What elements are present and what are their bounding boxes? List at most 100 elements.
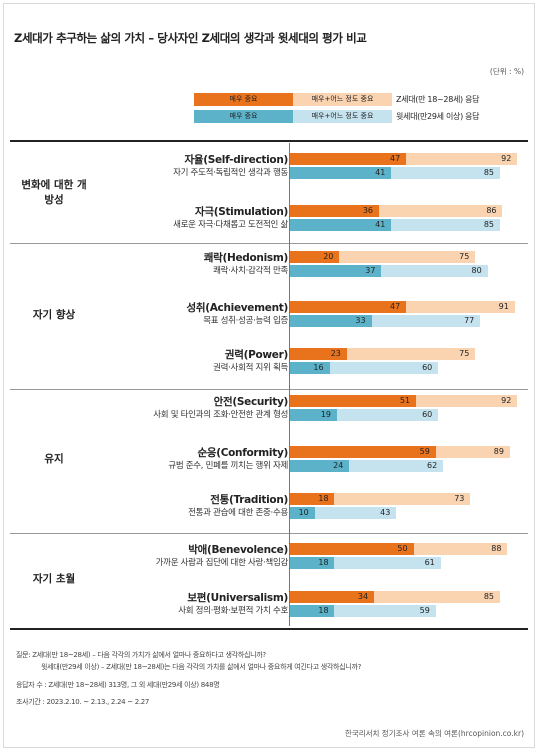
data-label: 18 (318, 494, 329, 503)
data-label: 16 (313, 363, 324, 372)
bar-total (290, 507, 397, 519)
note-period: 조사기간 : 2023.2.10. ~ 2.13., 2.24 ~ 2.27 (16, 698, 150, 706)
data-label: 33 (355, 316, 366, 325)
value-name: 박애(Benevolence) (188, 544, 288, 556)
note-respondents: 응답자 수 : Z세대(만 18~28세) 313명, 그 외 세대(만29세 … (16, 681, 220, 689)
bottom-divider (10, 628, 528, 630)
value-description: 목표 성취·성공·능력 입증 (203, 316, 288, 326)
category-label: 유지 (44, 453, 64, 465)
data-label: 18 (318, 558, 329, 567)
data-label: 41 (375, 220, 386, 229)
category-divider (10, 243, 528, 244)
value-name: 보편(Universalism) (187, 592, 288, 604)
value-description: 쾌락·사치·감각적 만족 (213, 266, 288, 276)
category-label: 자기 향상 (32, 309, 76, 321)
data-label: 10 (298, 508, 309, 517)
bar-very (290, 219, 392, 231)
value-name: 자율(Self-direction) (184, 154, 289, 166)
value-name: 자극(Stimulation) (194, 206, 288, 218)
category-label: 변화에 대한 개방성 (21, 179, 87, 206)
legend-older-very: 매우 중요 (194, 110, 293, 123)
data-label: 37 (365, 266, 376, 275)
bar-very (290, 591, 374, 603)
legend-genz-label: Z세대(만 18~28세) 응답 (396, 95, 480, 104)
data-label: 88 (491, 544, 502, 553)
data-label: 43 (380, 508, 391, 517)
bar-very (290, 205, 379, 217)
bar-very (290, 507, 315, 519)
data-label: 75 (459, 252, 470, 261)
bar-very (290, 251, 340, 263)
data-label: 61 (424, 558, 435, 567)
data-label: 60 (422, 363, 433, 372)
bar-very (290, 153, 407, 165)
value-description: 새로운 자극·다채롭고 도전적인 삶 (173, 220, 288, 230)
data-label: 77 (464, 316, 475, 325)
data-label: 62 (427, 461, 438, 470)
data-label: 50 (397, 544, 408, 553)
top-divider (10, 140, 528, 142)
bar-very (290, 395, 416, 407)
bar-very (290, 301, 407, 313)
chart-frame (3, 3, 535, 748)
value-description: 사회 및 타인과의 조화·안전한 관계 형성 (153, 410, 288, 420)
data-label: 86 (486, 206, 497, 215)
data-label: 47 (389, 154, 401, 163)
bar-very (290, 362, 330, 374)
bar-very (290, 167, 392, 179)
data-label: 41 (375, 168, 386, 177)
value-name: 전통(Tradition) (210, 494, 288, 506)
data-label: 60 (422, 410, 433, 419)
unit-label: (단위 : %) (489, 67, 524, 76)
data-label: 92 (501, 154, 512, 163)
data-label: 89 (493, 447, 504, 456)
data-label: 51 (399, 396, 411, 405)
category-label: 자기 초월 (32, 573, 76, 585)
bar-very (290, 543, 414, 555)
note-question-2: 윗세대(만29세 이상) – Z세대(만 18~28세)는 다음 각각의 가치를… (41, 663, 362, 671)
legend-older-total: 매우+어느 정도 중요 (293, 110, 392, 123)
bar-very (290, 265, 382, 277)
value-description: 가까운 사람과 집단에 대한 사랑·책임감 (155, 558, 289, 568)
data-label: 36 (362, 206, 373, 215)
value-name: 안전(Security) (213, 396, 289, 408)
source-credit: 한국리서치 정기조사 여론 속의 여론(hrcopinion.co.kr) (344, 729, 524, 738)
value-description: 규범 준수, 민폐를 끼치는 행위 자제 (168, 461, 288, 471)
legend-genz-total: 매우+어느 정도 중요 (293, 93, 392, 106)
data-label: 75 (459, 349, 470, 358)
bar-total (290, 493, 471, 505)
bar-very (290, 446, 436, 458)
value-name: 순응(Conformity) (197, 447, 289, 459)
bar-very (290, 460, 350, 472)
data-label: 92 (501, 396, 512, 405)
legend-older-label: 윗세대(만29세 이상) 응답 (396, 112, 480, 121)
note-question-1: 질문: Z세대(만 18~28세) – 다음 각각의 가치가 삶에서 얼마나 중… (16, 651, 266, 659)
bar-very (290, 409, 337, 421)
data-label: 59 (419, 606, 430, 615)
chart-axis (289, 143, 290, 626)
bar-very (290, 315, 372, 327)
bar-very (290, 493, 335, 505)
category-divider (10, 533, 528, 534)
value-description: 권력·사회적 지위 획득 (213, 363, 288, 373)
value-name: 권력(Power) (224, 349, 288, 361)
data-label: 24 (333, 461, 344, 470)
data-label: 73 (454, 494, 465, 503)
value-name: 쾌락(Hedonism) (203, 252, 289, 264)
category-divider (10, 389, 528, 390)
value-description: 자기 주도적·독립적인 생각과 행동 (173, 168, 288, 178)
chart-title: Z세대가 추구하는 삶의 가치 – 당사자인 Z세대의 생각과 윗세대의 평가 … (14, 31, 367, 45)
data-label: 80 (471, 266, 482, 275)
bar-very (290, 605, 335, 617)
data-label: 59 (419, 447, 430, 456)
data-label: 47 (389, 302, 401, 311)
data-label: 23 (330, 349, 341, 358)
legend-genz-very: 매우 중요 (194, 93, 293, 106)
data-label: 91 (498, 302, 509, 311)
data-label: 20 (323, 252, 334, 261)
data-label: 34 (357, 592, 369, 601)
bar-very (290, 348, 347, 360)
data-label: 85 (483, 592, 495, 601)
data-label: 85 (483, 168, 495, 177)
data-label: 18 (318, 606, 329, 615)
